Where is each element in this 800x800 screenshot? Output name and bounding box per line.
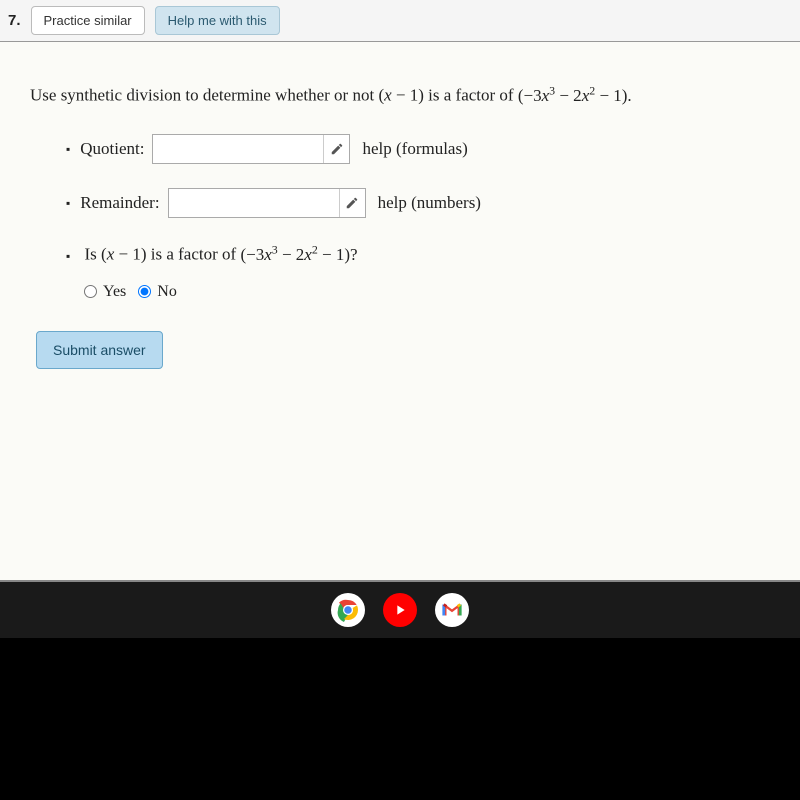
pencil-icon bbox=[345, 196, 359, 210]
top-toolbar: 7. Practice similar Help me with this bbox=[0, 0, 800, 42]
bullet-icon: ▪ bbox=[66, 142, 70, 157]
gmail-app-icon[interactable] bbox=[435, 593, 469, 627]
radio-yes-label: Yes bbox=[103, 283, 126, 301]
chrome-icon bbox=[333, 595, 363, 625]
radio-no-label: No bbox=[157, 283, 177, 301]
help-formulas-link[interactable]: help (formulas) bbox=[362, 139, 467, 159]
question-number: 7. bbox=[8, 12, 21, 29]
quotient-row: ▪ Quotient: help (formulas) bbox=[66, 134, 770, 164]
taskbar-dock bbox=[0, 582, 800, 638]
poly-expr-2: (−3x3 − 2x2 − 1)? bbox=[240, 245, 357, 264]
prompt-prefix: Use synthetic division to determine whet… bbox=[30, 86, 378, 105]
remainder-row: ▪ Remainder: help (numbers) bbox=[66, 188, 770, 218]
poly-expr: (−3x3 − 2x2 − 1). bbox=[518, 86, 632, 105]
help-me-button[interactable]: Help me with this bbox=[155, 6, 280, 35]
bullet-icon: ▪ bbox=[66, 196, 70, 211]
quotient-input-wrap bbox=[152, 134, 350, 164]
chrome-app-icon[interactable] bbox=[331, 593, 365, 627]
quotient-edit-button[interactable] bbox=[323, 135, 349, 163]
remainder-input-wrap bbox=[168, 188, 366, 218]
youtube-icon bbox=[392, 602, 408, 618]
factor-expr-2: (x − 1) bbox=[101, 245, 146, 264]
pencil-icon bbox=[330, 142, 344, 156]
prompt-mid: is a factor of bbox=[424, 86, 518, 105]
yes-no-radio-group: Yes No bbox=[84, 283, 770, 301]
question-content: Use synthetic division to determine whet… bbox=[0, 42, 800, 582]
quotient-label: Quotient: bbox=[80, 139, 144, 159]
help-numbers-link[interactable]: help (numbers) bbox=[378, 193, 481, 213]
remainder-edit-button[interactable] bbox=[339, 189, 365, 217]
question-prompt: Use synthetic division to determine whet… bbox=[30, 82, 770, 108]
quotient-input[interactable] bbox=[153, 135, 323, 163]
submit-answer-button[interactable]: Submit answer bbox=[36, 331, 163, 369]
practice-similar-button[interactable]: Practice similar bbox=[31, 6, 145, 35]
is-factor-question: ▪ Is (x − 1) is a factor of (−3x3 − 2x2 … bbox=[66, 242, 770, 265]
bullet-icon: ▪ bbox=[66, 249, 70, 263]
gmail-icon bbox=[441, 599, 463, 621]
remainder-label: Remainder: bbox=[80, 193, 159, 213]
remainder-input[interactable] bbox=[169, 189, 339, 217]
radio-yes[interactable] bbox=[84, 285, 97, 298]
radio-no[interactable] bbox=[138, 285, 151, 298]
black-background bbox=[0, 638, 800, 800]
factor-expr: (x − 1) bbox=[378, 86, 423, 105]
youtube-app-icon[interactable] bbox=[383, 593, 417, 627]
